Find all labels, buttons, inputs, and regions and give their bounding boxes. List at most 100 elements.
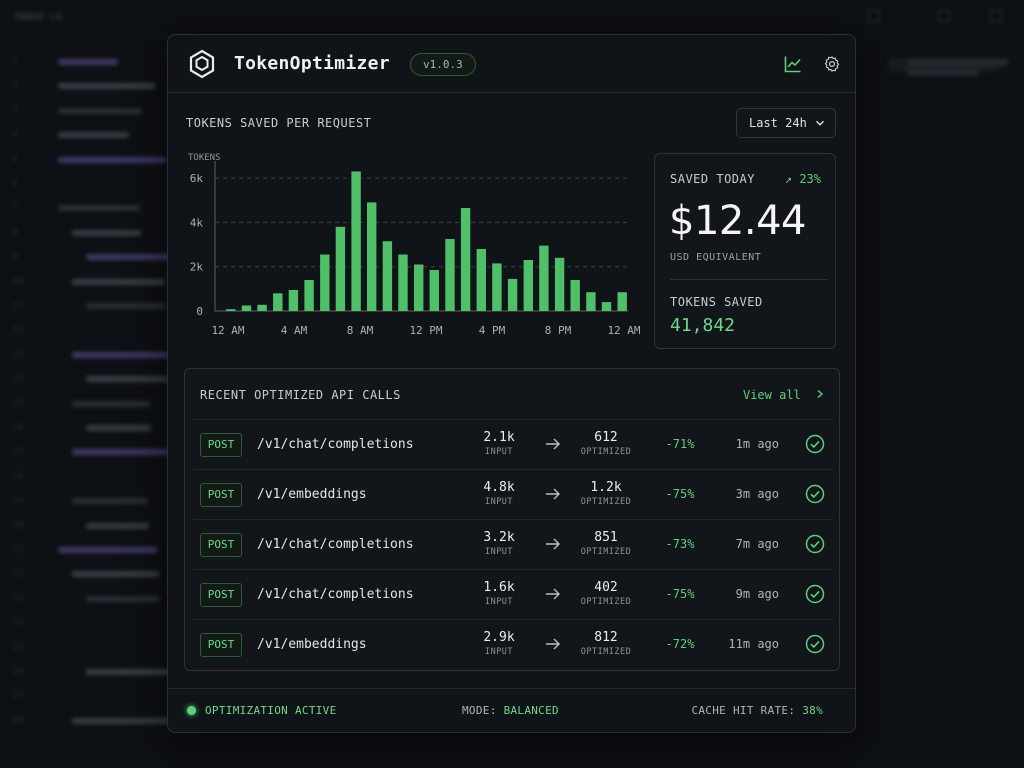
tokens-saved-value: 41,842	[670, 315, 736, 336]
background-code-token	[58, 547, 158, 553]
chart-section-title: TOKENS SAVED PER REQUEST	[186, 116, 372, 130]
x-tick-label: 8 PM	[545, 324, 572, 337]
api-call-row[interactable]: POST/v1/chat/completions 3.2k INPUT 851 OPTI…	[193, 519, 833, 569]
api-call-row[interactable]: POST/v1/embeddings 2.9k INPUT 812 OPTIMIZED -…	[193, 619, 833, 669]
status-footer: OPTIMIZATION ACTIVE MODE: BALANCED CACHE…	[168, 688, 855, 732]
panel-header: TokenOptimizer v1.0.3	[168, 35, 855, 93]
chart-bar	[288, 290, 299, 311]
optimized-tokens: 612 OPTIMIZED	[571, 430, 641, 457]
optimized-caption: OPTIMIZED	[580, 647, 632, 657]
background-line-number: 19	[12, 495, 25, 507]
background-code-line: 23	[0, 587, 170, 611]
cache-label: CACHE HIT RATE:	[691, 704, 796, 717]
background-code-token	[86, 669, 171, 675]
background-line-number: 18	[12, 470, 25, 482]
background-code-token	[72, 498, 148, 505]
x-tick-label: 12 AM	[607, 324, 640, 337]
saved-amount: $12.44	[669, 198, 806, 244]
chart-bar	[554, 257, 565, 311]
input-tokens-value: 2.1k	[483, 430, 515, 445]
tokens-bar-chart: TOKENS 0 2k 4k 6k 12 AM 4 AM 8 AM 12 PM 4 PM 8 PM 1…	[188, 153, 640, 337]
optimized-tokens-value: 812	[594, 630, 618, 645]
api-call-row[interactable]: POST/v1/embeddings 4.8k INPUT 1.2k OPTIMIZED…	[193, 469, 833, 519]
input-tokens: 3.2k INPUT	[469, 530, 529, 557]
background-code-line: 25	[0, 636, 170, 660]
background-line-number: 1	[12, 56, 19, 67]
endpoint-path: /v1/chat/completions	[257, 437, 414, 452]
background-code-token	[58, 132, 129, 139]
chart-bar	[492, 263, 502, 311]
api-call-row[interactable]: POST/v1/chat/completions 1.6k INPUT 402 OPTI…	[193, 569, 833, 619]
chart-bar	[429, 270, 439, 311]
time-range-select[interactable]: Last 24h	[736, 108, 836, 138]
input-tokens-value: 2.9k	[483, 630, 515, 645]
optimized-tokens-value: 402	[594, 580, 618, 595]
reduction-percent: -75%	[665, 487, 695, 501]
check-circle-icon	[805, 434, 825, 454]
y-tick-label: 6k	[190, 172, 204, 185]
input-tokens: 1.6k INPUT	[469, 580, 529, 607]
background-window-icon	[938, 10, 950, 22]
x-tick-label: 12 AM	[211, 324, 244, 337]
time-range-value: Last 24h	[749, 116, 807, 130]
background-line-number: 25	[12, 641, 25, 653]
background-code-line: 9	[0, 245, 192, 269]
background-line-number: 5	[12, 153, 19, 165]
background-code-token	[58, 83, 155, 90]
status-dot-icon	[187, 706, 196, 715]
endpoint-path: /v1/chat/completions	[257, 587, 414, 602]
background-code-token	[58, 59, 118, 65]
mode-value: BALANCED	[503, 704, 559, 717]
input-caption: INPUT	[484, 497, 514, 507]
background-code-line: 1	[0, 50, 170, 74]
endpoint-path: /v1/embeddings	[257, 637, 367, 652]
time-ago: 7m ago	[735, 537, 779, 551]
gear-icon[interactable]	[823, 55, 841, 73]
background-line-number: 9	[12, 251, 19, 263]
background-code-line: 2	[0, 74, 170, 98]
chart-bar	[351, 171, 361, 311]
recent-calls-card: RECENT OPTIMIZED API CALLS View all POST…	[184, 368, 840, 671]
chart-bar	[304, 280, 314, 311]
chart-bar	[367, 202, 377, 311]
optimized-tokens-value: 1.2k	[590, 480, 622, 495]
background-line-number: 24	[12, 617, 25, 629]
optimized-caption: OPTIMIZED	[580, 447, 632, 457]
check-circle-icon	[805, 584, 825, 604]
time-ago: 1m ago	[735, 437, 779, 451]
endpoint-path: /v1/chat/completions	[257, 537, 414, 552]
chart-bar	[523, 260, 533, 311]
chart-bar	[241, 305, 252, 311]
recent-calls-title: RECENT OPTIMIZED API CALLS	[200, 388, 401, 402]
http-method-badge: POST	[200, 583, 242, 607]
reduction-percent: -75%	[665, 587, 695, 601]
http-method-badge: POST	[200, 533, 242, 557]
chart-bar	[617, 292, 627, 311]
chart-bar	[601, 302, 612, 311]
background-code-token	[58, 107, 142, 114]
arrow-right-icon	[546, 438, 560, 450]
background-code-line: 18	[0, 465, 170, 489]
background-line-number: 26	[12, 666, 25, 677]
background-line-number: 27	[12, 690, 25, 702]
chart-bar	[507, 278, 518, 311]
chart-bar	[335, 226, 346, 311]
reduction-percent: -73%	[665, 537, 695, 551]
arrow-right-icon	[546, 588, 560, 600]
background-line-number: 16	[12, 422, 25, 433]
background-code-token	[72, 717, 181, 724]
background-code-token	[86, 595, 160, 602]
analytics-icon[interactable]	[784, 55, 802, 73]
background-code-token	[86, 522, 149, 529]
background-code-token	[72, 229, 141, 236]
app-title: TokenOptimizer	[234, 53, 390, 74]
input-tokens-value: 1.6k	[483, 580, 515, 595]
hexagon-logo-icon	[189, 49, 215, 79]
background-line-number: 21	[12, 544, 25, 555]
api-call-row[interactable]: POST/v1/chat/completions 2.1k INPUT 612 OPTI…	[193, 419, 833, 469]
background-code-line: 20	[0, 514, 170, 538]
view-all-link[interactable]: View all	[743, 388, 824, 402]
background-editor-title: ONBRE LD	[14, 12, 63, 23]
background-line-number: 3	[12, 104, 19, 116]
background-code-line: 6	[0, 172, 170, 196]
